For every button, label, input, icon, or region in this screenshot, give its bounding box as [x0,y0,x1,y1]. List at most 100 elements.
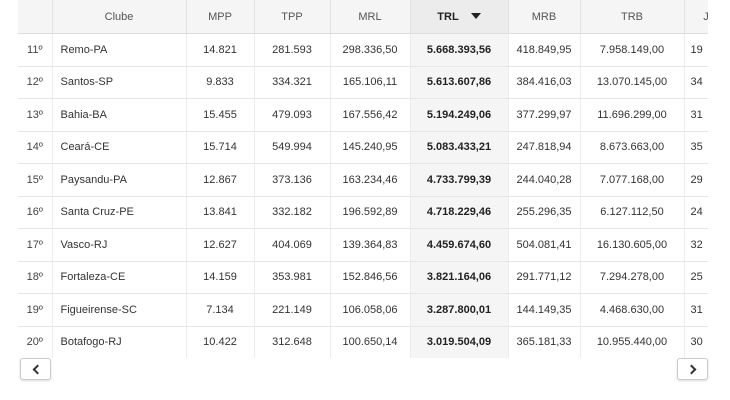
cell-mrl: 139.364,83 [330,228,411,262]
column-header-mrb[interactable]: MRB [508,0,581,34]
column-header-label: TRL [437,10,459,23]
cell-tpp: 404.069 [254,228,331,262]
cell-j: 30 [684,326,708,358]
cell-mrl: 145.240,95 [330,131,411,164]
table-row[interactable]: 19º Figueirense-SC 7.134 221.149 106.058,06 3… [18,293,708,327]
cell-trb: 13.070.145,00 [580,66,685,99]
column-header-mrl[interactable]: MRL [330,0,411,34]
cell-mrb: 384.416,03 [508,66,581,99]
column-header-mpp[interactable]: MPP [186,0,255,34]
cell-trb: 7.958.149,00 [580,33,685,67]
table-row[interactable]: 15º Paysandu-PA 12.867 373.136 163.234,46 4.7… [18,163,708,197]
column-header-position[interactable] [18,0,53,34]
table-row[interactable]: 13º Bahia-BA 15.455 479.093 167.556,42 5.194.… [18,98,708,132]
column-header-j[interactable]: J [684,0,708,34]
cell-mrb: 377.299,97 [508,98,581,132]
cell-j: 29 [684,163,708,197]
column-header-trb[interactable]: TRB [580,0,685,34]
position-cell: 13º [18,98,53,132]
table-row[interactable]: 20º Botafogo-RJ 10.422 312.648 100.650,14 3.0… [18,326,708,358]
cell-tpp: 334.321 [254,66,331,99]
cell-trl: 3.019.504,09 [410,326,509,358]
table-row[interactable]: 14º Ceará-CE 15.714 549.994 145.240,95 5.083.… [18,131,708,164]
cell-trl: 5.613.607,86 [410,66,509,99]
cell-j: 25 [684,261,708,294]
cell-mpp: 9.833 [186,66,255,99]
club-name-cell: Remo-PA [52,33,187,67]
cell-mrb: 291.771,12 [508,261,581,294]
cell-trl: 4.733.799,39 [410,163,509,197]
cell-tpp: 312.648 [254,326,331,358]
cell-trl: 4.459.674,60 [410,228,509,262]
scroll-left-button[interactable] [20,358,51,380]
cell-mrl: 152.846,56 [330,261,411,294]
table-viewport[interactable]: Clube MPP TPP MRL TRL MRB TRB J 11ºRemo-PA14.82… [18,0,708,358]
column-header-trl[interactable]: TRL [410,0,509,34]
cell-trb: 16.130.605,00 [580,228,685,262]
cell-trb: 11.696.299,00 [580,98,685,132]
scroll-right-button[interactable] [677,358,708,380]
position-cell: 14º [18,131,53,164]
cell-j: 31 [684,293,708,327]
position-cell: 19º [18,293,53,327]
cell-j: 19 [684,33,708,67]
cell-trb: 7.077.168,00 [580,163,685,197]
table-row[interactable]: 18º Fortaleza-CE 14.159 353.981 152.846,56 3.… [18,261,708,294]
cell-mpp: 15.714 [186,131,255,164]
cell-mpp: 14.159 [186,261,255,294]
cell-trl: 3.821.164,06 [410,261,509,294]
cell-tpp: 479.093 [254,98,331,132]
club-name-cell: Bahia-BA [52,98,187,132]
column-header-label: J [703,11,708,23]
table-row[interactable]: 12º Santos-SP 9.833 334.321 165.106,11 5.613.… [18,66,708,99]
cell-mrb: 365.181,33 [508,326,581,358]
cell-tpp: 373.136 [254,163,331,197]
cell-tpp: 221.149 [254,293,331,327]
position-cell: 17º [18,228,53,262]
table-row[interactable]: 17º Vasco-RJ 12.627 404.069 139.364,83 4.459.… [18,228,708,262]
cell-trb: 7.294.278,00 [580,261,685,294]
cell-j: 31 [684,98,708,132]
cell-tpp: 332.182 [254,196,331,229]
club-name-cell: Fortaleza-CE [52,261,187,294]
column-header-label: TPP [281,10,303,23]
position-cell: 20º [18,326,53,358]
club-name-cell: Santa Cruz-PE [52,196,187,229]
cell-trb: 10.955.440,00 [580,326,685,358]
column-header-label: MPP [208,10,232,23]
cell-mpp: 7.134 [186,293,255,327]
cell-trb: 4.468.630,00 [580,293,685,327]
column-header-tpp[interactable]: TPP [254,0,331,34]
cell-trb: 6.127.112,50 [580,196,685,229]
cell-mpp: 13.841 [186,196,255,229]
cell-j: 24 [684,196,708,229]
club-name-cell: Ceará-CE [52,131,187,164]
club-name-cell: Botafogo-RJ [52,326,187,358]
cell-mrl: 298.336,50 [330,33,411,67]
cell-trl: 3.287.800,01 [410,293,509,327]
table-row[interactable]: 11º Remo-PA 14.821 281.593 298.336,50 5.668.3… [18,33,708,67]
chevron-left-icon [32,364,42,374]
header-row: Clube MPP TPP MRL TRL MRB TRB J [18,0,708,34]
cell-mpp: 12.867 [186,163,255,197]
column-header-clube[interactable]: Clube [52,0,187,34]
table-row[interactable]: 16º Santa Cruz-PE 13.841 332.182 196.592,89 4… [18,196,708,229]
cell-j: 32 [684,228,708,262]
cell-mrb: 418.849,95 [508,33,581,67]
cell-j: 34 [684,66,708,99]
position-cell: 16º [18,196,53,229]
position-cell: 15º [18,163,53,197]
cell-mrb: 244.040,28 [508,163,581,197]
cell-tpp: 549.994 [254,131,331,164]
cell-mrb: 255.296,35 [508,196,581,229]
sort-descending-icon [470,12,481,19]
cell-mpp: 14.821 [186,33,255,67]
cell-mrb: 247.818,94 [508,131,581,164]
cell-trl: 5.668.393,56 [410,33,509,67]
cell-mrb: 504.081,41 [508,228,581,262]
cell-tpp: 281.593 [254,33,331,67]
cell-mrl: 106.058,06 [330,293,411,327]
position-cell: 11º [18,33,53,67]
cell-j: 35 [684,131,708,164]
cell-mrl: 167.556,42 [330,98,411,132]
